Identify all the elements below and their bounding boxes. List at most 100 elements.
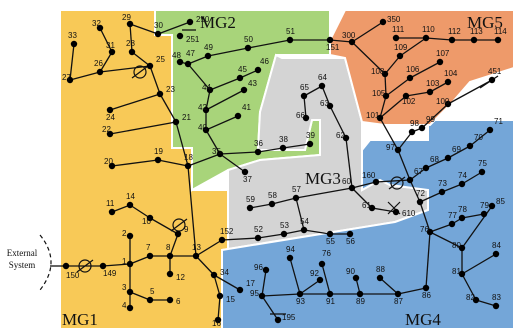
bus-610 [392,208,400,216]
bus-111 [392,34,400,42]
bus-label-32: 32 [92,19,101,28]
line-52-53 [257,233,285,239]
bus-label-98: 98 [410,119,419,128]
bus-90 [352,274,360,282]
line-13-152 [195,239,223,257]
bus-91 [326,290,334,298]
line-26-27 [69,71,101,81]
bus-label-111: 111 [392,25,405,34]
bus-label-12: 12 [176,273,185,282]
line-61-610 [371,207,397,213]
bus-label-104: 104 [444,69,458,78]
bus-label-30: 30 [154,21,163,30]
bus-label-53: 53 [280,221,289,230]
line-78-79 [461,213,485,219]
line-31-32 [99,27,113,53]
line-87-88 [379,277,399,295]
bus-label-51: 51 [286,27,295,36]
bus-label-2: 2 [122,229,127,238]
bus-39 [306,140,314,148]
bus-label-94: 94 [286,245,295,254]
bus-label-45: 45 [238,65,247,74]
line-67-72 [409,179,421,203]
line-42-43 [205,89,245,111]
bus-label-105: 105 [372,89,386,98]
bus-label-72: 72 [416,189,425,198]
bus-82 [472,296,480,304]
bus-label-87: 87 [394,297,403,306]
line-26-31 [99,51,113,73]
line-35-36 [219,151,259,155]
bus-92 [316,276,324,284]
bus-300 [348,38,356,46]
line-19-20 [111,159,159,167]
bus-label-16: 16 [212,319,221,328]
line-18-21 [175,121,189,167]
regulator-arrow-0 [76,259,94,273]
bus-label-26: 26 [94,59,103,68]
bus-51 [286,36,294,44]
title-mg3: MG3 [305,169,341,188]
regulator-arrow-3 [388,176,406,190]
line-101-102 [379,95,407,119]
bus-label-15: 15 [226,295,235,304]
bus-label-11: 11 [106,199,115,208]
bus-87 [394,290,402,298]
bus-54 [300,226,308,234]
bus-250 [186,18,194,26]
bus-label-38: 38 [279,135,288,144]
bus-101 [376,114,384,122]
bus-75 [478,168,486,176]
line-160-67 [375,179,411,183]
bus-31 [108,48,116,56]
line-35-37 [219,153,246,173]
bus-27 [66,76,74,84]
line-149-1 [102,263,131,267]
bus-35 [216,150,224,158]
bus-29 [126,20,134,28]
region-mg5 [329,9,514,126]
line-35-40 [205,129,221,155]
bus-label-84: 84 [492,241,501,250]
line-50-51 [247,39,291,49]
bus-103 [426,88,434,96]
bus-label-152: 152 [220,227,234,236]
bus-43 [240,86,248,94]
line-93-94 [289,257,301,295]
line-25-26 [99,65,151,73]
bus-109 [396,52,404,60]
bus-nodes [62,18,502,324]
bus-40 [202,126,210,134]
bus-label-610: 610 [402,209,416,218]
bus-64 [318,82,326,90]
line-30-250 [157,21,191,35]
bus-label-55: 55 [326,237,335,246]
line-101-97 [379,117,399,151]
bus-label-44: 44 [202,83,211,92]
bus-93 [296,290,304,298]
bus-28 [128,48,136,56]
bus-48 [176,58,184,66]
bus-label-350: 350 [387,15,401,24]
bus-4 [126,304,134,312]
line-105-101 [379,95,387,119]
bus-label-4: 4 [122,301,127,310]
bus-451 [488,76,496,84]
bus-label-61: 61 [362,201,371,210]
bus-label-103: 103 [426,79,440,88]
bus-label-114: 114 [494,27,507,36]
voltage-regulator-1 [133,65,147,79]
bus-label-6: 6 [176,297,181,306]
bus-label-39: 39 [306,131,315,140]
line-29-30 [129,23,159,35]
bus-label-150: 150 [66,271,80,280]
bus-label-112: 112 [448,27,461,36]
bus-label-75: 75 [478,159,487,168]
line-45-46 [239,69,259,79]
bus-label-85: 85 [496,197,505,206]
bus-60 [348,184,356,192]
bus-label-99: 99 [426,115,435,124]
bus-58 [268,200,276,208]
line-60-62 [345,137,353,189]
